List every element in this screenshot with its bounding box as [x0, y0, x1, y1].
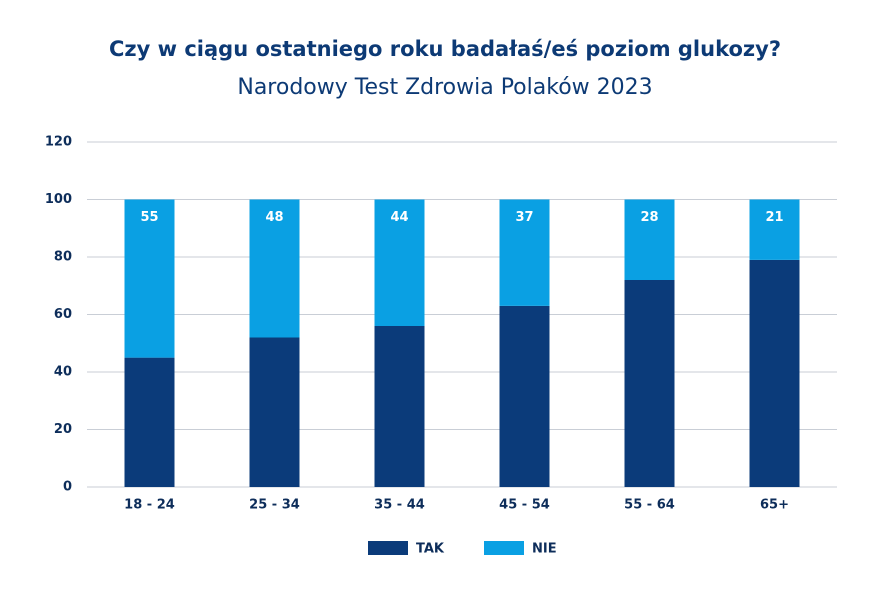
y-tick-label: 0: [63, 480, 72, 495]
chart-subtitle: Narodowy Test Zdrowia Polaków 2023: [237, 75, 652, 100]
bar-segment: [499, 305, 550, 487]
bar-segment: [749, 259, 800, 487]
bar-segment: [124, 199, 175, 358]
bar-segment: [249, 337, 300, 487]
legend-label: TAK: [416, 542, 445, 557]
legend-label: NIE: [532, 542, 557, 557]
data-label: 44: [390, 210, 408, 225]
data-label: 28: [640, 210, 658, 225]
y-tick-label: 20: [54, 422, 72, 437]
legend-swatch: [368, 541, 408, 555]
bar-segment: [249, 199, 300, 338]
bar-segment: [124, 357, 175, 487]
bar-segment: [374, 326, 425, 487]
bar-segment: [499, 199, 550, 306]
x-tick-label: 55 - 64: [624, 498, 675, 513]
data-label: 21: [765, 210, 783, 225]
bar-segment: [374, 199, 425, 326]
data-label: 55: [140, 210, 158, 225]
x-tick-label: 35 - 44: [374, 498, 425, 513]
y-tick-label: 100: [45, 192, 72, 207]
x-tick-label: 65+: [760, 498, 789, 513]
bar-segment: [749, 199, 800, 260]
bar-segment: [624, 199, 675, 280]
x-tick-label: 45 - 54: [499, 498, 550, 513]
legend-swatch: [484, 541, 524, 555]
bar-segment: [624, 280, 675, 487]
data-label: 48: [265, 210, 283, 225]
y-tick-label: 60: [54, 307, 72, 322]
x-tick-label: 18 - 24: [124, 498, 175, 513]
y-tick-label: 40: [54, 365, 72, 380]
chart-title: Czy w ciągu ostatniego roku badałaś/eś p…: [109, 37, 781, 61]
y-tick-label: 80: [54, 250, 72, 265]
x-tick-label: 25 - 34: [249, 498, 300, 513]
y-tick-label: 120: [45, 135, 72, 150]
data-label: 37: [515, 210, 533, 225]
